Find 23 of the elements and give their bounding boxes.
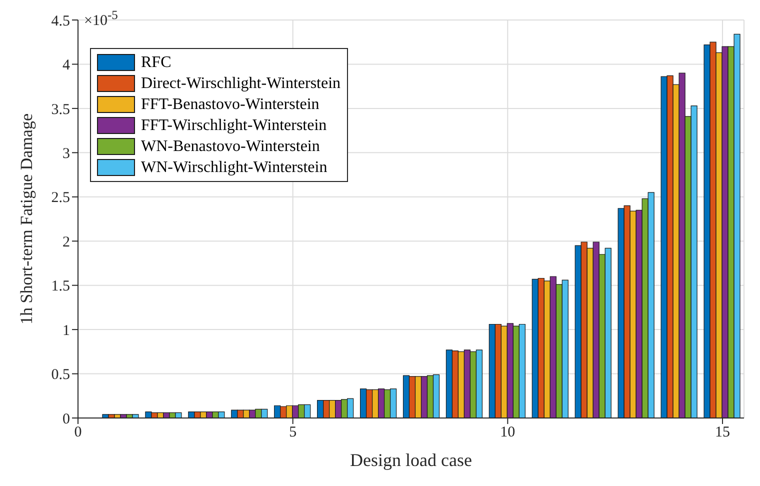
x-tick-label: 5 xyxy=(289,424,297,441)
legend-label: FFT-Wirschlight-Winterstein xyxy=(141,116,327,136)
legend-label: RFC xyxy=(141,53,172,73)
y-tick-label: 4.5 xyxy=(51,13,70,30)
y-tick-label: 0 xyxy=(62,411,70,428)
y-tick-label: 1 xyxy=(62,322,70,339)
x-tick-label: 10 xyxy=(500,424,516,441)
legend-label: WN-Wirschlight-Winterstein xyxy=(141,158,328,178)
legend-label: WN-Benastovo-Winterstein xyxy=(141,137,320,157)
x-axis-title: Design load case xyxy=(350,450,472,470)
annotation: ×10$^{-5}$ xyxy=(84,8,118,30)
x-tick-label: 15 xyxy=(715,424,730,441)
y-tick-label: 3.5 xyxy=(51,102,70,118)
y-axis-title: 1h Short-term Fatigue Damage xyxy=(17,113,36,325)
legend-label: FFT-Benastovo-Winterstein xyxy=(141,95,320,115)
y-tick-label: 2.5 xyxy=(51,190,70,206)
y-tick-label: 3 xyxy=(62,146,70,162)
legend-label: Direct-Wirschlight-Winterstein xyxy=(141,74,341,94)
y-tick-label: 1.5 xyxy=(51,278,70,295)
y-tick-label: 0.5 xyxy=(51,367,70,384)
x-tick-label: 0 xyxy=(74,424,82,441)
y-tick-label: 2 xyxy=(62,234,70,250)
y-tick-label: 4 xyxy=(62,58,70,74)
